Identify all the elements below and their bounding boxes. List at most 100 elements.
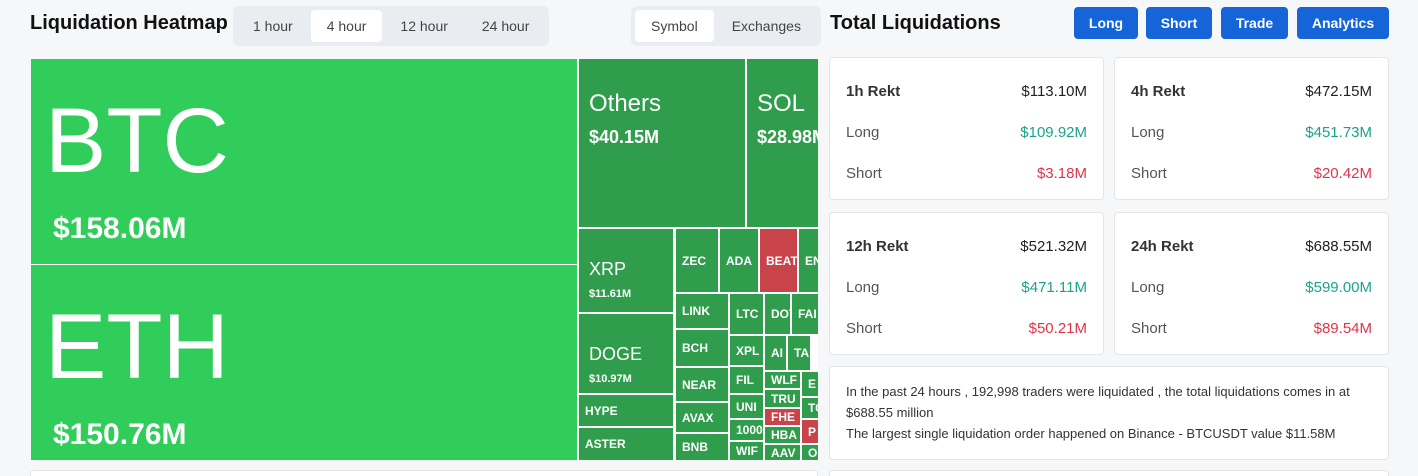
tile-label: TRU xyxy=(771,391,796,406)
tile-label: FIL xyxy=(736,373,754,387)
tile-label: AI xyxy=(771,346,783,360)
heatmap-tile[interactable]: FIL xyxy=(730,367,763,393)
heatmap-tile[interactable]: ZEC xyxy=(676,229,718,292)
heatmap-tile[interactable]: TA xyxy=(788,336,810,370)
heatmap-tile[interactable]: SOL $28.98M xyxy=(747,59,818,227)
card-header: 1h Rekt $113.10M xyxy=(846,83,1087,100)
tile-label: WLF xyxy=(771,373,797,387)
heatmap-tile[interactable]: XPL xyxy=(730,336,763,365)
heatmap-tile[interactable]: LINK xyxy=(676,294,728,328)
tile-label: SOL xyxy=(757,90,806,117)
card-title: 12h Rekt xyxy=(846,238,909,255)
action-button[interactable]: Short xyxy=(1146,7,1212,39)
heatmap-tile[interactable]: P xyxy=(802,420,818,443)
tile-label: HYPE xyxy=(585,403,618,418)
card-row: Long $451.73M xyxy=(1131,124,1372,141)
heatmap-tile[interactable]: LTC xyxy=(730,294,763,334)
row-value: $109.92M xyxy=(1020,124,1087,141)
tile-value: $11.61M xyxy=(589,288,632,301)
tile-label: HBA xyxy=(771,428,797,442)
action-button[interactable]: Long xyxy=(1074,7,1138,39)
card-row: Short $20.42M xyxy=(1131,165,1372,182)
tile-label: XPL xyxy=(736,343,760,358)
heatmap-tile[interactable]: O xyxy=(802,445,818,460)
heatmap-tile[interactable]: ADA xyxy=(720,229,758,292)
heatmap-tile[interactable]: HYPE xyxy=(579,395,673,426)
tile-label: E xyxy=(808,377,817,391)
heatmap-tile[interactable]: Others $40.15M xyxy=(579,59,745,227)
rekt-card: 1h Rekt $113.10M Long $109.92M Short $3.18M xyxy=(829,57,1104,200)
heatmap-tile[interactable]: UNI xyxy=(730,395,763,418)
heatmap: BTC $158.06M ETH $150.76M Others $40.15M SOL $2… xyxy=(31,59,818,460)
card-title: 4h Rekt xyxy=(1131,83,1186,100)
card-total: $688.55M xyxy=(1305,238,1372,255)
time-tab[interactable]: 4 hour xyxy=(310,10,383,42)
heatmap-tile[interactable]: WLF xyxy=(765,372,800,388)
time-tab[interactable]: 24 hour xyxy=(481,18,530,34)
heatmap-tile[interactable]: BCH xyxy=(676,330,728,366)
tile-value: $158.06M xyxy=(53,211,187,245)
heatmap-tile[interactable]: AAV xyxy=(765,445,800,460)
tile-label: LINK xyxy=(682,304,710,318)
time-tab[interactable]: 1 hour xyxy=(253,18,293,34)
heatmap-tile[interactable]: DOT xyxy=(765,294,790,334)
heatmap-tile[interactable]: TO xyxy=(802,398,818,418)
heatmap-tile[interactable]: AVAX xyxy=(676,403,728,432)
tile-value: $150.76M xyxy=(53,417,187,451)
tile-label: ASTER xyxy=(585,437,626,451)
summary: In the past 24 hours , 192,998 traders w… xyxy=(829,366,1389,460)
tile-label: P xyxy=(808,424,817,439)
card-total: $472.15M xyxy=(1305,83,1372,100)
heatmap-tile[interactable]: FAI xyxy=(792,294,818,334)
view-tab[interactable]: Symbol xyxy=(635,10,714,42)
row-label: Long xyxy=(1131,124,1165,141)
view-tab[interactable]: Exchanges xyxy=(731,18,801,34)
tile-label: BEAT xyxy=(766,253,797,268)
row-label: Short xyxy=(846,320,882,337)
tile-label: TA xyxy=(794,346,810,360)
view-tabs: Symbol Exchanges xyxy=(631,6,821,46)
heatmap-tile[interactable]: XRP $11.61M xyxy=(579,229,673,312)
lower-panel xyxy=(829,470,1389,476)
heatmap-tile[interactable]: ETH $150.76M xyxy=(31,265,577,460)
tile-label: FHE xyxy=(771,410,795,424)
tile-label: BTC xyxy=(45,90,229,192)
heatmap-tile[interactable]: TRU xyxy=(765,390,800,407)
heatmap-tile[interactable]: ASTER xyxy=(579,428,673,460)
heatmap-tile[interactable]: WIF xyxy=(730,442,763,460)
card-header: 4h Rekt $472.15M xyxy=(1131,83,1372,100)
card-title: 24h Rekt xyxy=(1131,238,1194,255)
tile-label: UNI xyxy=(736,399,757,414)
heatmap-tile[interactable]: DOGE $10.97M xyxy=(579,314,673,393)
heatmap-tile[interactable]: E xyxy=(802,372,818,396)
heatmap-tile[interactable]: NEAR xyxy=(676,368,728,401)
summary-line: The largest single liquidation order hap… xyxy=(846,426,1336,441)
time-tabs: 1 hour 4 hour 12 hour 24 hour xyxy=(233,6,550,46)
heatmap-tile[interactable]: BNB xyxy=(676,434,728,460)
heatmap-tile[interactable]: 1000 xyxy=(730,420,763,440)
heatmap-title: Liquidation Heatmap xyxy=(30,12,228,34)
row-value: $3.18M xyxy=(1036,165,1087,182)
heatmap-tile[interactable]: FHE xyxy=(765,409,800,425)
tile-label: ETH xyxy=(45,296,229,398)
heatmap-tile[interactable]: BEAT xyxy=(760,229,797,292)
row-value: $50.21M xyxy=(1028,320,1087,337)
card-row: Long $109.92M xyxy=(846,124,1087,141)
heatmap-tile[interactable]: AI xyxy=(765,336,786,370)
heatmap-tile[interactable]: BTC $158.06M xyxy=(31,59,577,264)
action-button[interactable]: Analytics xyxy=(1297,7,1389,39)
row-label: Long xyxy=(846,279,880,296)
summary-line: In the past 24 hours , 192,998 traders w… xyxy=(846,384,1350,420)
tile-label: LTC xyxy=(736,307,759,321)
tile-label: ZEC xyxy=(682,253,706,268)
action-button[interactable]: Trade xyxy=(1221,7,1288,39)
heatmap-tile[interactable]: EN xyxy=(799,229,818,292)
card-header: 12h Rekt $521.32M xyxy=(846,238,1087,255)
tile-label: FAI xyxy=(798,307,817,321)
tile-label: XRP xyxy=(589,259,627,279)
heatmap-tile[interactable]: HBA xyxy=(765,427,800,443)
row-value: $451.73M xyxy=(1305,124,1372,141)
time-tab[interactable]: 12 hour xyxy=(400,18,448,34)
card-header: 24h Rekt $688.55M xyxy=(1131,238,1372,255)
card-title: 1h Rekt xyxy=(846,83,901,100)
